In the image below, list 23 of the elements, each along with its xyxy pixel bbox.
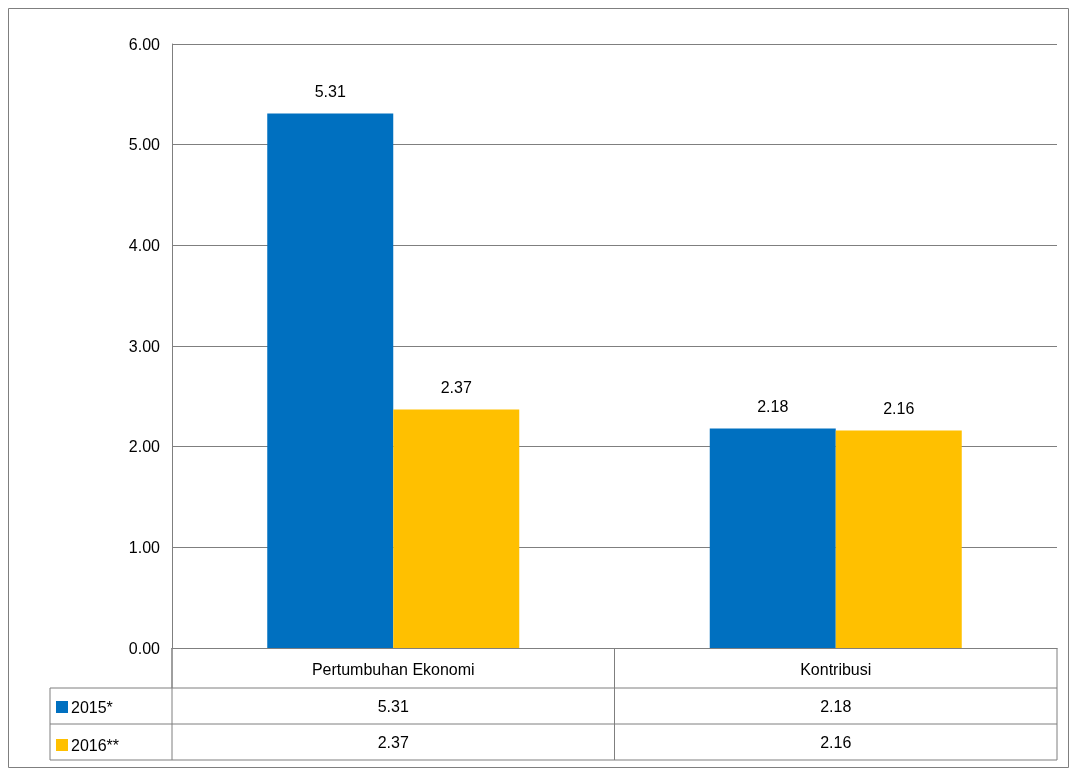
bar [393, 409, 520, 648]
legend-label: 2015* [71, 698, 113, 716]
data-label: 2.18 [757, 398, 789, 416]
y-tick-label: 2.00 [128, 438, 161, 456]
bar [709, 428, 836, 648]
text: 2.18 [820, 697, 852, 715]
x-tick-label: Kontribusi [800, 660, 872, 678]
legend-label: 2016** [71, 736, 120, 754]
x-tick-label: Pertumbuhan Ekonomi [311, 660, 475, 678]
y-tick-label: 6.00 [128, 35, 161, 53]
y-tick-label: 5.00 [128, 136, 161, 154]
text: 2.16 [820, 733, 852, 751]
data-label: 2.16 [883, 400, 915, 418]
bar [835, 430, 962, 648]
data-label: 5.31 [314, 82, 346, 100]
y-tick-label: 3.00 [128, 337, 161, 355]
y-tick-label: 0.00 [128, 639, 161, 657]
y-tick-label: 4.00 [128, 236, 161, 254]
text: 2.37 [377, 733, 409, 751]
text: 5.31 [377, 697, 409, 715]
y-tick-label: 1.00 [128, 538, 161, 556]
data-label: 2.37 [440, 378, 472, 396]
bar [267, 113, 394, 648]
